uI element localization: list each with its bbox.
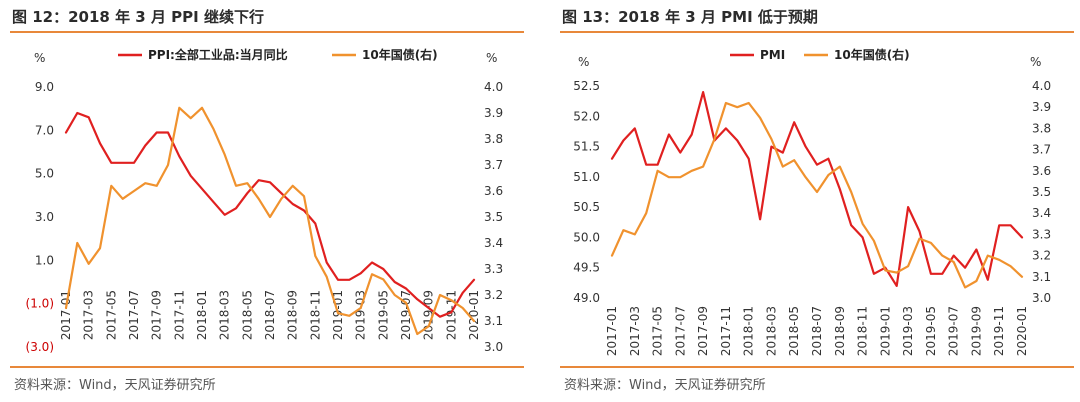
x-tick-label: 2018-05 [240, 290, 254, 340]
x-tick-label: 2017-05 [651, 306, 665, 356]
x-tick-label: 2019-05 [924, 306, 938, 356]
bond-yield-line [610, 101, 1024, 289]
right-y-tick-label: 3.7 [1032, 143, 1051, 157]
right-y-tick-label: 3.4 [484, 236, 503, 250]
right-y-tick-label: 3.0 [484, 340, 503, 354]
x-tick-label: 2017-03 [628, 306, 642, 356]
primary-series-line [64, 111, 476, 318]
left-y-tick-label: 50.5 [573, 200, 600, 214]
right-y-tick-label: 3.2 [484, 288, 503, 302]
left-y-tick-label: 1.0 [35, 253, 54, 267]
x-tick-label: 2017-01 [605, 306, 619, 356]
right-y-tick-label: 3.8 [1032, 121, 1051, 135]
x-tick-label: 2017-07 [673, 306, 687, 356]
x-tick-label: 2018-11 [856, 306, 870, 356]
source-rule [10, 366, 524, 368]
figure-13-title: 图 13：2018 年 3 月 PMI 低于预期 [562, 8, 818, 26]
right-axis-unit: % [486, 51, 497, 65]
figure-12-title: 图 12：2018 年 3 月 PPI 继续下行 [12, 8, 264, 26]
x-tick-label: 2019-07 [947, 306, 961, 356]
x-tick-label: 2018-09 [286, 290, 300, 340]
left-y-tick-label: (3.0) [26, 340, 54, 354]
left-y-tick-label: 51.5 [573, 140, 600, 154]
left-axis-unit: % [578, 55, 589, 69]
x-tick-label: 2018-09 [833, 306, 847, 356]
x-tick-label: 2017-09 [696, 306, 710, 356]
source-rule [560, 366, 1074, 368]
left-y-tick-label: 5.0 [35, 167, 54, 181]
x-tick-label: 2017-07 [127, 290, 141, 340]
x-tick-label: 2018-07 [810, 306, 824, 356]
left-y-tick-label: 52.5 [573, 79, 600, 93]
right-y-tick-label: 3.8 [484, 132, 503, 146]
right-y-tick-label: 3.5 [1032, 185, 1051, 199]
x-tick-label: 2019-05 [376, 290, 390, 340]
x-tick-label: 2020-01 [1015, 306, 1029, 356]
figure-12-panel: 图 12：2018 年 3 月 PPI 继续下行 %% 9.0 7.0 5.0 3.0 1… [0, 0, 530, 402]
primary-series-line [610, 90, 1024, 287]
x-tick-label: 2018-07 [263, 290, 277, 340]
pmi-chart: % % 52.5 52.0 51.5 51.0 50.5 50.0 49.5 49.0 4.0 3.9… [573, 47, 1051, 356]
right-y-tick-label: 4.0 [1032, 79, 1051, 93]
right-y-tick-label: 3.3 [1032, 227, 1051, 241]
right-axis-unit: % [1030, 55, 1041, 69]
left-y-tick-label: 3.0 [35, 210, 54, 224]
legend-label: 10年国债(右) [834, 47, 910, 62]
right-y-tick-label: 3.4 [1032, 206, 1051, 220]
right-y-tick-label: 3.0 [1032, 291, 1051, 305]
x-tick-label: 2018-11 [308, 290, 322, 340]
legend-label: PMI [760, 48, 785, 62]
right-y-tick-label: 4.0 [484, 80, 503, 94]
figure-13-source: 资料来源：Wind，天风证券研究所 [564, 378, 766, 393]
x-tick-label: 2018-05 [787, 306, 801, 356]
left-y-tick-label: 49.5 [573, 261, 600, 275]
x-tick-label: 2019-11 [992, 306, 1006, 356]
figure-12-source: 资料来源：Wind，天风证券研究所 [14, 378, 216, 393]
x-tick-label: 2019-01 [878, 306, 892, 356]
x-tick-label: 2018-03 [764, 306, 778, 356]
legend-label: PPI:全部工业品:当月同比 [148, 47, 288, 62]
right-y-tick-label: 3.7 [484, 158, 503, 172]
x-tick-label: 2017-09 [150, 290, 164, 340]
right-y-tick-label: 3.9 [484, 106, 503, 120]
x-tick-label: 2019-03 [354, 290, 368, 340]
legend-label: 10年国债(右) [362, 47, 438, 62]
right-y-tick-label: 3.1 [484, 314, 503, 328]
x-tick-label: 2018-01 [195, 290, 209, 340]
left-y-tick-label: 9.0 [35, 80, 54, 94]
x-tick-label: 2019-07 [399, 290, 413, 340]
ppi-chart: % % 9.0 7.0 5.0 3.0 1.0 (1.0) (3.0) 4.0 3.9 3.8 3.7 3… [26, 47, 504, 354]
x-tick-label: 2019-03 [901, 306, 915, 356]
right-y-tick-label: 3.2 [1032, 249, 1051, 263]
bond-yield-line [64, 106, 476, 336]
right-y-tick-label: 3.5 [484, 210, 503, 224]
x-tick-label: 2019-09 [969, 306, 983, 356]
right-y-tick-label: 3.6 [484, 184, 503, 198]
right-y-tick-label: 3.6 [1032, 164, 1051, 178]
title-rule [560, 31, 1074, 33]
title-rule [10, 31, 524, 33]
left-y-tick-label: 7.0 [35, 123, 54, 137]
left-y-tick-label: 49.0 [573, 291, 600, 305]
x-tick-label: 2017-03 [82, 290, 96, 340]
x-tick-label: 2017-01 [59, 290, 73, 340]
x-tick-label: 2018-03 [218, 290, 232, 340]
left-axis-unit: % [34, 51, 45, 65]
right-y-tick-label: 3.1 [1032, 270, 1051, 284]
x-tick-label: 2017-05 [104, 290, 118, 340]
left-y-tick-label: 52.0 [573, 109, 600, 123]
x-tick-label: 2020-01 [467, 290, 481, 340]
x-tick-label: 2018-01 [742, 306, 756, 356]
left-y-tick-label: 51.0 [573, 170, 600, 184]
x-tick-label: 2017-11 [172, 290, 186, 340]
right-y-tick-label: 3.9 [1032, 100, 1051, 114]
left-y-tick-label: (1.0) [26, 297, 54, 311]
left-y-tick-label: 50.0 [573, 230, 600, 244]
figure-13-panel: 图 13：2018 年 3 月 PMI 低于预期 %% 52.5 52.0 51.5 5… [550, 0, 1080, 402]
right-y-tick-label: 3.3 [484, 262, 503, 276]
x-tick-label: 2017-11 [719, 306, 733, 356]
